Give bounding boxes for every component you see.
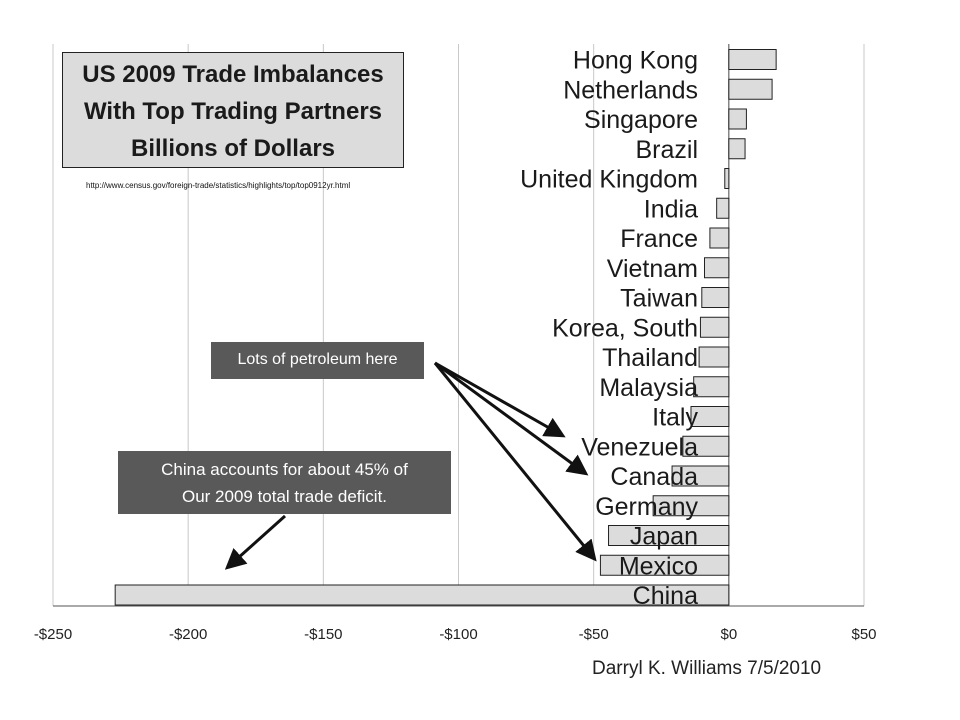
petroleum-arrow xyxy=(434,361,589,476)
bar xyxy=(652,495,730,517)
category-label: United Kingdom xyxy=(520,166,698,194)
chart-title: US 2009 Trade Imbalances With Top Tradin… xyxy=(62,52,404,168)
x-tick-label: $50 xyxy=(851,626,876,643)
bar xyxy=(693,376,730,398)
category-label: Italy xyxy=(652,404,698,432)
bar xyxy=(699,316,730,338)
bar xyxy=(709,227,730,249)
category-label: Vietnam xyxy=(607,255,698,283)
title-line-2: With Top Trading Partners xyxy=(83,98,383,125)
category-label: Thailand xyxy=(602,344,698,372)
china-annotation: China accounts for about 45% of Our 2009… xyxy=(118,451,451,514)
petroleum-arrow xyxy=(433,362,597,562)
category-label: Canada xyxy=(610,463,698,491)
bar xyxy=(599,554,730,576)
category-label: Taiwan xyxy=(620,285,698,313)
category-label: Hong Kong xyxy=(573,47,698,75)
author-credit: Darryl K. Williams 7/5/2010 xyxy=(592,658,822,679)
bar xyxy=(728,108,747,130)
category-label: Japan xyxy=(630,523,698,551)
bar xyxy=(671,465,730,487)
x-tick-label: -$100 xyxy=(439,626,477,643)
source-url: http://www.census.gov/foreign-trade/stat… xyxy=(86,181,351,190)
bar xyxy=(114,584,730,606)
bar xyxy=(724,168,730,189)
category-label: Brazil xyxy=(635,136,698,164)
bars xyxy=(114,49,777,606)
category-label: Singapore xyxy=(584,106,698,134)
category-label: Mexico xyxy=(619,552,698,580)
x-tick-label: -$200 xyxy=(169,626,207,643)
category-label: Venezuela xyxy=(581,433,698,461)
annotation-arrows xyxy=(224,361,597,570)
x-tick-label: -$150 xyxy=(304,626,342,643)
petroleum-annotation: Lots of petroleum here xyxy=(211,342,424,379)
bar xyxy=(704,257,730,279)
petroleum-arrow xyxy=(434,361,566,438)
bar xyxy=(728,138,746,160)
title-line-3: Billions of Dollars xyxy=(130,135,336,162)
title-line-1: US 2009 Trade Imbalances xyxy=(82,61,384,88)
bar xyxy=(698,346,730,368)
china-annotation-line-1: China accounts for about 45% of xyxy=(161,460,408,479)
category-label: Germany xyxy=(595,493,698,521)
x-tick-label: $0 xyxy=(720,626,737,643)
category-label: Malaysia xyxy=(599,374,698,402)
bar xyxy=(701,287,730,308)
category-label: India xyxy=(644,195,698,223)
category-label: China xyxy=(633,582,698,610)
category-labels: Hong KongNetherlandsSingaporeBrazilUnite… xyxy=(520,47,698,611)
x-tick-label: -$250 xyxy=(34,626,72,643)
category-label: Netherlands xyxy=(563,76,698,104)
bar xyxy=(690,406,730,427)
bar xyxy=(716,197,730,219)
china-arrow xyxy=(224,514,287,570)
category-label: Korea, South xyxy=(552,314,698,342)
china-annotation-line-2: Our 2009 total trade deficit. xyxy=(181,487,388,506)
bar xyxy=(682,435,730,457)
category-label: France xyxy=(620,225,698,253)
bar xyxy=(728,49,777,70)
bar xyxy=(728,78,773,100)
x-tick-label: -$50 xyxy=(579,626,609,643)
bar xyxy=(608,525,730,546)
